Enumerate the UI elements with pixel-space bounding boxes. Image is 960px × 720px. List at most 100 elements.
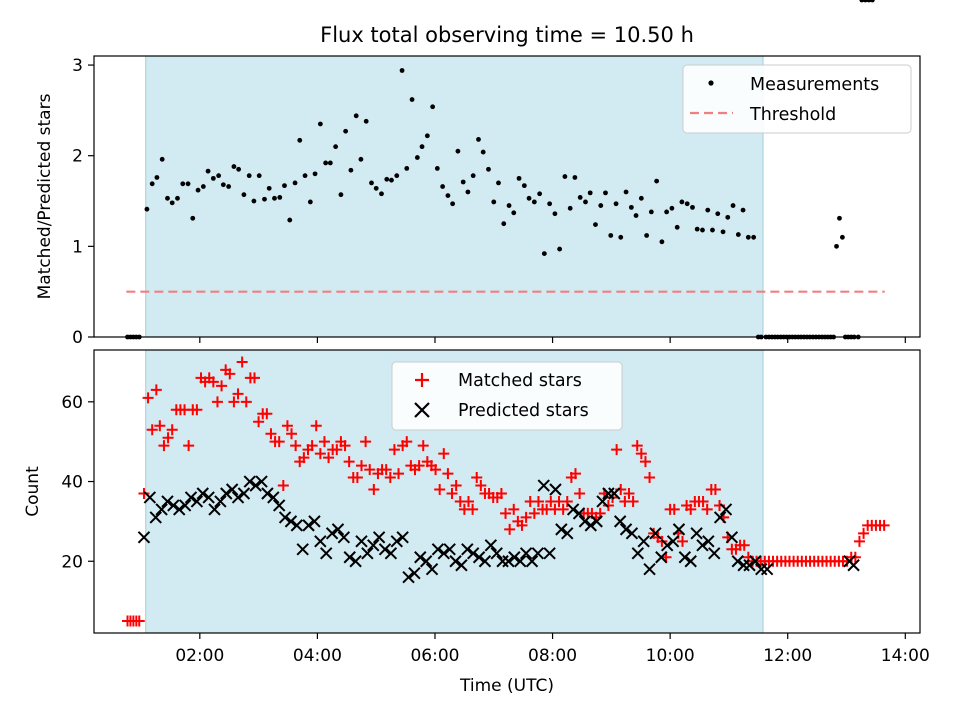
predicted-star-point: [608, 487, 621, 500]
measurement-point: [583, 199, 588, 205]
measurement-point: [424, 133, 430, 139]
predicted-star-point: [390, 535, 403, 548]
measurement-point: [725, 214, 731, 220]
matched-star-point: [355, 460, 367, 472]
measurement-point: [333, 144, 339, 150]
predicted-star-point: [325, 527, 339, 540]
top-legend-box: [682, 64, 912, 134]
measurement-point: [674, 224, 680, 230]
measurement-point: [409, 97, 415, 102]
measurement-point: [149, 181, 155, 187]
predicted-star-point: [272, 499, 286, 512]
predicted-star-point: [320, 547, 333, 560]
measurement-point: [312, 171, 318, 177]
predicted-star-point: [225, 483, 239, 496]
predicted-star-point: [708, 547, 721, 560]
predicted-star-point: [196, 487, 209, 500]
matched-star-point: [462, 495, 474, 507]
matched-star-point: [668, 503, 680, 515]
top-y-tick-label: 0: [72, 328, 83, 348]
matched-star-point: [853, 535, 865, 547]
measurement-point: [317, 121, 323, 127]
predicted-star-point: [455, 559, 468, 572]
predicted-star-point: [549, 483, 562, 496]
matched-star-point: [388, 444, 400, 456]
x-tick-label: 12:00: [763, 646, 812, 666]
predicted-star-point: [743, 559, 756, 572]
top-panel-frame: [93, 55, 921, 338]
measurement-point: [165, 195, 170, 201]
measurement-point: [613, 201, 619, 207]
measurement-point: [557, 246, 563, 252]
matched-star-point: [644, 472, 656, 484]
matched-star-point: [281, 420, 293, 432]
measurement-point: [373, 185, 379, 191]
measurement-point: [664, 209, 670, 215]
x-axis-label: Time (UTC): [459, 676, 554, 696]
matched-star-point: [495, 487, 507, 499]
matched-star-point: [631, 440, 643, 452]
matched-star-point: [384, 472, 396, 484]
measurement-point: [251, 198, 257, 204]
x-tick-label: 02:00: [175, 646, 224, 666]
predicted-star-point: [678, 551, 692, 564]
predicted-star-point: [384, 547, 398, 560]
predicted-star-point: [249, 479, 262, 492]
measurement-point: [526, 195, 532, 201]
predicted-star-point: [566, 503, 580, 516]
predicted-star-point: [719, 503, 733, 516]
measurement-point: [389, 177, 394, 183]
predicted-star-point: [308, 515, 321, 528]
measurement-point: [190, 215, 196, 221]
legend-measurements-label: Measurements: [750, 75, 879, 95]
predicted-star-point: [202, 491, 215, 504]
measurement-point: [430, 104, 436, 110]
measurement-point: [272, 195, 277, 201]
matched-star-point: [393, 468, 405, 480]
bottom-y-tick-label: 60: [61, 393, 83, 413]
matched-star-point: [253, 416, 265, 428]
predicted-star-point: [178, 499, 192, 512]
matched-star-point: [265, 428, 277, 440]
predicted-star-point: [755, 563, 768, 576]
predicted-star-point: [214, 495, 227, 508]
predicted-star-point: [431, 543, 445, 556]
legend-predicted-label: Predicted stars: [458, 401, 589, 421]
measurement-point: [745, 234, 751, 240]
measurement-point: [654, 178, 660, 184]
measurement-point: [434, 166, 440, 171]
top-y-tick-label: 3: [72, 56, 83, 76]
matched-star-point: [298, 452, 310, 464]
measurement-point: [144, 206, 150, 212]
matched-star-point: [380, 464, 392, 476]
matched-star-point: [602, 499, 614, 511]
measurement-point: [598, 203, 604, 208]
predicted-star-point: [414, 551, 427, 564]
top-axes: 0 1 2 3: [72, 56, 906, 348]
measurement-point: [338, 192, 344, 198]
chart-title: Flux total observing time = 10.50 h: [320, 23, 694, 47]
matched-star-point: [635, 448, 647, 460]
measurement-point: [241, 192, 247, 198]
bottom-legend-box: [391, 361, 623, 431]
predicted-star-point: [443, 543, 456, 556]
matched-star-point: [520, 511, 532, 523]
predicted-star-point: [514, 555, 527, 568]
measurement-point: [302, 173, 308, 179]
measurement-point: [587, 190, 593, 196]
x-tick-label: 10:00: [646, 646, 695, 666]
predicted-star-point: [349, 555, 362, 568]
measurement-point: [185, 181, 191, 187]
predicted-star-point: [155, 503, 168, 516]
predicted-star-point: [261, 487, 274, 500]
predicted-star-point: [713, 511, 727, 524]
predicted-star-point: [419, 555, 433, 568]
matched-star-point: [504, 523, 516, 535]
predicted-star-point: [237, 487, 251, 500]
matched-star-point: [314, 448, 326, 460]
predicted-star-point: [437, 547, 451, 560]
predicted-star-point: [702, 535, 715, 548]
matched-star-point: [574, 487, 586, 499]
matched-star-point: [138, 487, 150, 499]
matched-star-point: [561, 495, 573, 507]
